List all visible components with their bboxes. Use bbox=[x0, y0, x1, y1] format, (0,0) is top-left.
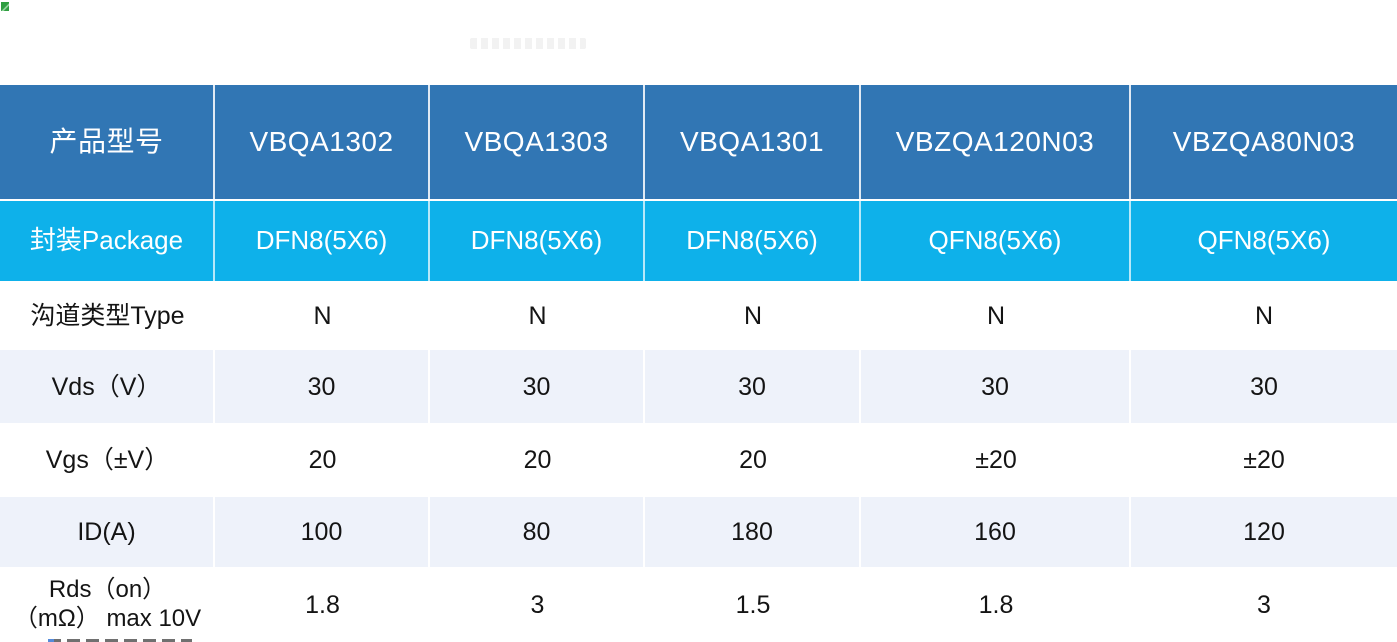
cell-vgs-vbzqa120n03: ±20 bbox=[975, 446, 1017, 474]
cell-vgs-vbqa1303: 20 bbox=[523, 446, 552, 474]
faint-watermark bbox=[470, 38, 586, 49]
cell-vds-vbqa1302: 30 bbox=[215, 350, 430, 423]
row-label-vgs: Vgs（±V） bbox=[45, 446, 170, 474]
cell-id-vbqa1303: 80 bbox=[430, 497, 645, 567]
cell-package-vbzqa120n03: QFN8(5X6) bbox=[861, 201, 1131, 281]
cell-package-vbqa1301: DFN8(5X6) bbox=[645, 201, 861, 281]
cell-vgs-vbzqa80n03: ±20 bbox=[1243, 446, 1285, 474]
corner-mark bbox=[1, 2, 9, 11]
cell-id-vbzqa80n03: 120 bbox=[1243, 518, 1285, 546]
cell-type-vbqa1302: N bbox=[313, 301, 332, 330]
cell-type-vbqa1301: N bbox=[743, 301, 763, 330]
cell-rds-vbqa1301: 1.5 bbox=[735, 590, 771, 619]
table-row-rds-on: Rds（on） （mΩ） max 10V 1.8 3 1.5 1.8 3 bbox=[0, 567, 1397, 642]
table-row-vds: Vds（V） 30 30 30 30 30 bbox=[0, 350, 1397, 423]
cutoff-next-row-edge bbox=[48, 639, 192, 642]
cell-package-vbzqa80n03: QFN8(5X6) bbox=[1197, 225, 1331, 256]
cell-package-vbqa1303: DFN8(5X6) bbox=[430, 201, 645, 281]
product-spec-table: 产品型号 VBQA1302 VBQA1303 VBQA1301 VBZQA120… bbox=[0, 85, 1397, 642]
cell-vds-vbzqa80n03: 30 bbox=[1250, 372, 1278, 401]
cell-package-vbqa1302: DFN8(5X6) bbox=[215, 201, 430, 281]
cell-id-vbzqa120n03: 160 bbox=[861, 497, 1131, 567]
cell-id-vbqa1301: 180 bbox=[645, 497, 861, 567]
cell-rds-vbzqa80n03: 3 bbox=[1257, 590, 1271, 619]
cell-type-vbzqa80n03: N bbox=[1254, 301, 1274, 330]
cell-type-vbzqa120n03: N bbox=[986, 301, 1006, 330]
row-label-channel-type: 沟道类型Type bbox=[30, 301, 185, 330]
column-header-vbzqa80n03: VBZQA80N03 bbox=[1172, 126, 1356, 158]
table-row-vgs: Vgs（±V） 20 20 20 ±20 ±20 bbox=[0, 423, 1397, 497]
cell-vgs-vbqa1301: 20 bbox=[739, 446, 767, 474]
column-header-vbqa1301: VBQA1301 bbox=[645, 85, 861, 199]
row-label-rds-on: Rds（on） （mΩ） max 10V bbox=[13, 575, 202, 632]
cell-id-vbqa1302: 100 bbox=[215, 497, 430, 567]
row-label-vds: Vds（V） bbox=[0, 350, 215, 423]
row-label-id: ID(A) bbox=[0, 497, 215, 567]
column-header-product-model: 产品型号 bbox=[0, 85, 215, 199]
cell-rds-vbqa1302: 1.8 bbox=[305, 590, 340, 619]
column-header-vbqa1303: VBQA1303 bbox=[430, 85, 645, 199]
column-header-vbzqa120n03: VBZQA120N03 bbox=[861, 85, 1131, 199]
table-row-channel-type: 沟道类型Type N N N N N bbox=[0, 281, 1397, 350]
table-header-row: 产品型号 VBQA1302 VBQA1303 VBQA1301 VBZQA120… bbox=[0, 85, 1397, 201]
cell-type-vbqa1303: N bbox=[528, 301, 547, 330]
table-row-id: ID(A) 100 80 180 160 120 bbox=[0, 497, 1397, 567]
cell-vds-vbqa1301: 30 bbox=[645, 350, 861, 423]
table-row-package: 封装Package DFN8(5X6) DFN8(5X6) DFN8(5X6) … bbox=[0, 201, 1397, 281]
cell-rds-vbzqa120n03: 1.8 bbox=[978, 590, 1014, 619]
cell-vds-vbqa1303: 30 bbox=[430, 350, 645, 423]
cell-vds-vbzqa120n03: 30 bbox=[861, 350, 1131, 423]
row-label-package: 封装Package bbox=[0, 201, 215, 281]
cell-vgs-vbqa1302: 20 bbox=[308, 446, 337, 474]
cell-rds-vbqa1303: 3 bbox=[530, 590, 545, 619]
column-header-vbqa1302: VBQA1302 bbox=[215, 85, 430, 199]
